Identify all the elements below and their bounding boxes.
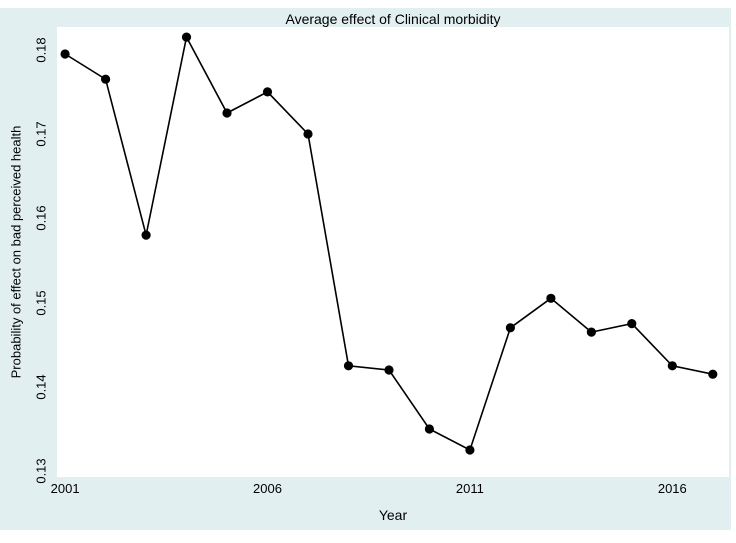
- graph-region: Average effect of Clinical morbidity 0.1…: [0, 8, 731, 530]
- data-point-marker: [505, 323, 515, 333]
- plot-area: [57, 27, 729, 477]
- data-point-marker: [141, 230, 151, 240]
- series-markers: [60, 32, 718, 455]
- y-tick-label: 0.18: [33, 37, 49, 63]
- x-tick-label: 2001: [50, 481, 80, 496]
- data-point-marker: [181, 32, 192, 42]
- data-point-marker: [546, 293, 556, 303]
- data-point-marker: [424, 424, 434, 434]
- data-point-marker: [384, 365, 394, 375]
- y-axis-title: Probability of effect on bad perceived h…: [8, 125, 24, 379]
- series-line: [64, 34, 713, 452]
- x-axis-title: Year: [378, 507, 408, 523]
- data-point-marker: [465, 445, 475, 455]
- data-point-marker: [222, 108, 232, 118]
- y-tick-label: 0.16: [33, 205, 49, 231]
- y-tick-label: 0.14: [33, 374, 49, 400]
- x-tick-label: 2011: [455, 481, 484, 496]
- data-point-marker: [708, 369, 718, 379]
- y-tick-label: 0.15: [33, 289, 49, 316]
- x-tick-label: 2006: [253, 481, 282, 496]
- data-point-marker: [667, 361, 677, 371]
- data-point-marker: [101, 74, 111, 84]
- data-point-marker: [586, 327, 597, 337]
- series-svg: [60, 32, 718, 455]
- data-point-marker: [627, 319, 637, 329]
- x-tick-label: 2016: [657, 481, 687, 496]
- data-point-marker: [262, 87, 273, 97]
- data-point-marker: [343, 361, 354, 371]
- data-point-marker: [60, 49, 70, 59]
- y-tick-label: 0.13: [33, 458, 49, 484]
- chart-title: Average effect of Clinical morbidity: [285, 11, 501, 27]
- y-tick-label: 0.17: [33, 121, 49, 147]
- data-point-marker: [303, 129, 313, 139]
